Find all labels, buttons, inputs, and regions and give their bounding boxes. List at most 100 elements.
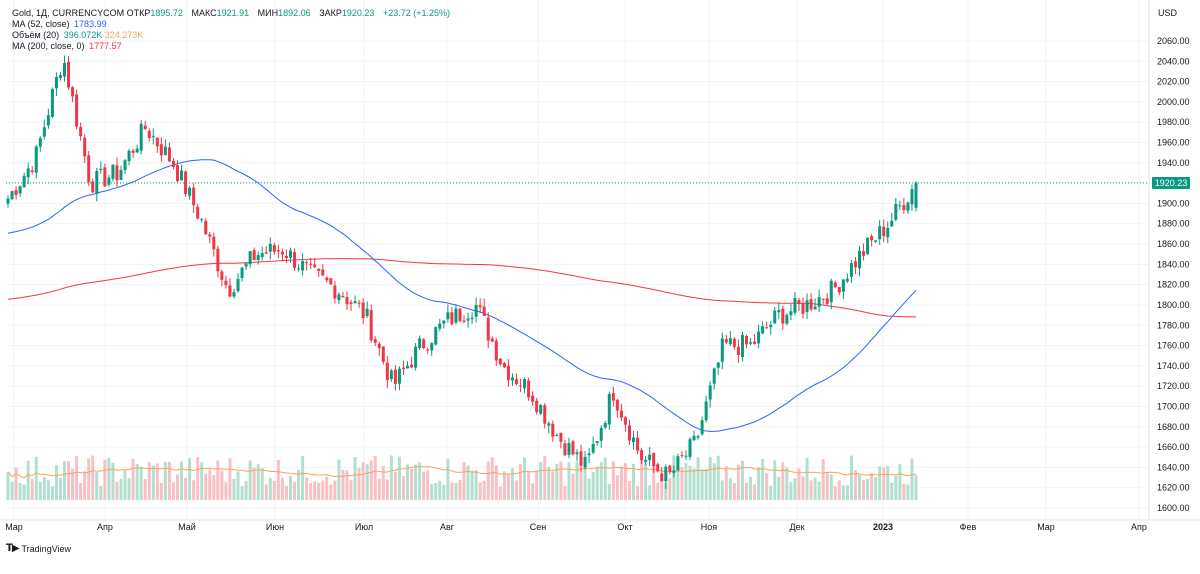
candle-body xyxy=(619,410,623,418)
candle-body xyxy=(849,262,853,277)
candle-body xyxy=(805,300,809,312)
volume-bar xyxy=(22,484,26,500)
candle-body xyxy=(131,150,135,153)
volume-bar xyxy=(95,471,99,500)
volume-bar xyxy=(401,476,405,500)
volume-bar xyxy=(882,467,886,500)
candle-body xyxy=(523,379,527,389)
volume-bar xyxy=(232,478,236,500)
volume-bar xyxy=(91,455,95,500)
legend-ma52-label: MA (52, close) xyxy=(12,19,70,29)
candle-body xyxy=(87,155,91,182)
volume-bar xyxy=(111,462,115,500)
volume-bar xyxy=(878,466,882,500)
chart-legend: Gold, 1Д, CURRENCYCOM ОТКР1895.72 МАКС19… xyxy=(12,8,450,52)
x-tick-label: Мар xyxy=(5,522,23,532)
candle-body xyxy=(761,326,765,334)
volume-bar xyxy=(732,483,736,500)
y-tick-label: 1720.00 xyxy=(1157,381,1190,391)
volume-bar xyxy=(216,460,220,500)
volume-bar xyxy=(18,483,22,500)
candle-body xyxy=(567,442,571,455)
x-tick-label: Ноя xyxy=(701,522,718,532)
volume-bar xyxy=(571,473,575,500)
candle-body xyxy=(785,314,789,324)
candle-body xyxy=(724,339,728,343)
volume-bar xyxy=(829,474,833,500)
volume-bar xyxy=(874,477,878,500)
x-tick-label: 2023 xyxy=(873,522,893,532)
candle-body xyxy=(147,130,151,139)
candle-body xyxy=(603,423,607,428)
volume-bar xyxy=(163,462,167,500)
candle-body xyxy=(248,251,252,265)
tradingview-logo[interactable]: ꓔ▶ TradingView xyxy=(6,543,71,554)
candle-body xyxy=(809,299,813,310)
volume-bar xyxy=(902,483,906,500)
volume-bar xyxy=(151,465,155,500)
candle-body xyxy=(611,393,615,401)
candle-body xyxy=(244,263,248,267)
candle-body xyxy=(175,165,179,182)
volume-bar xyxy=(422,471,426,500)
legend-ma200-row[interactable]: MA (200, close, 0) 1777.57 xyxy=(12,41,450,52)
volume-bar xyxy=(180,461,184,500)
volume-bar xyxy=(627,481,631,500)
volume-bar xyxy=(660,479,664,500)
volume-bar xyxy=(478,482,482,500)
candle-body xyxy=(62,63,66,77)
legend-ma52-row[interactable]: MA (52, close) 1783.99 xyxy=(12,19,450,30)
volume-bar xyxy=(393,471,397,500)
candle-body xyxy=(720,338,724,362)
volume-bar xyxy=(458,480,462,500)
candle-body xyxy=(337,294,341,301)
volume-bar xyxy=(38,481,42,500)
legend-volume-row[interactable]: Объём (20) 396.072K 324.273K xyxy=(12,30,450,41)
candle-body xyxy=(293,252,297,268)
legend-low: 1892.06 xyxy=(278,8,311,18)
candle-body xyxy=(914,182,918,208)
candle-body xyxy=(728,338,732,345)
volume-bar xyxy=(797,468,801,500)
candle-body xyxy=(268,243,272,252)
volume-bar xyxy=(248,460,252,500)
volume-bar xyxy=(680,467,684,500)
volume-bar xyxy=(490,457,494,500)
candle-body xyxy=(664,466,668,482)
candle-body xyxy=(498,358,502,365)
candle-body xyxy=(418,338,422,349)
candle-body xyxy=(297,268,301,270)
volume-bar xyxy=(640,461,644,500)
candle-body xyxy=(99,168,103,170)
volume-bar xyxy=(276,459,280,500)
volume-bar xyxy=(813,477,817,500)
candle-body xyxy=(305,262,309,264)
candle-body xyxy=(79,127,83,137)
candle-body xyxy=(632,437,636,443)
volume-bar xyxy=(357,467,361,500)
volume-bar xyxy=(716,455,720,500)
candle-body xyxy=(365,308,369,317)
volume-bar xyxy=(377,478,381,500)
candle-body xyxy=(821,298,825,300)
candle-body xyxy=(777,310,781,313)
candle-body xyxy=(26,168,30,178)
volume-bar xyxy=(317,482,321,500)
candle-body xyxy=(46,115,50,126)
volume-bar xyxy=(155,463,159,500)
y-tick-label: 2040.00 xyxy=(1157,56,1190,66)
volume-bar xyxy=(494,465,498,500)
candle-body xyxy=(288,250,292,258)
volume-bar xyxy=(305,477,309,500)
legend-ma200-value: 1777.57 xyxy=(89,41,122,51)
candle-body xyxy=(579,451,583,466)
candle-body xyxy=(18,186,22,194)
candle-body xyxy=(676,456,680,471)
legend-symbol: Gold, 1Д, CURRENCYCOM xyxy=(12,8,125,18)
candle-body xyxy=(155,137,159,147)
volume-bar xyxy=(567,462,571,500)
candle-body xyxy=(135,148,139,153)
volume-bar xyxy=(849,455,853,500)
candle-body xyxy=(123,160,127,171)
